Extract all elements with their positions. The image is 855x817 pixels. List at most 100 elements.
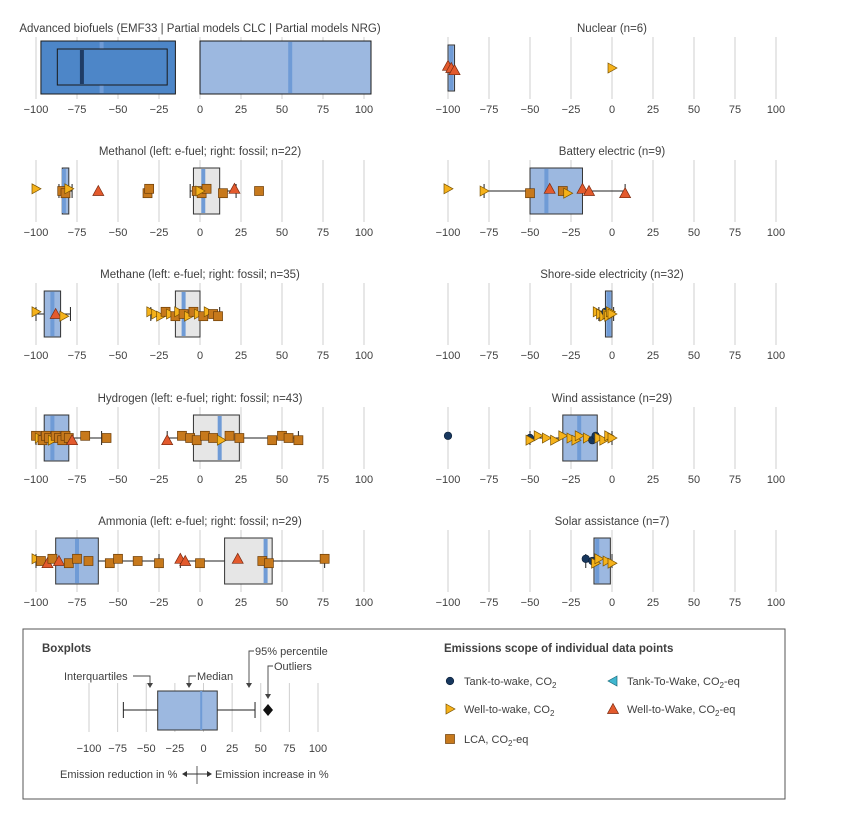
panel-wind-assistance: Wind assistance (n=29) −100 −75 −50 −25 0 25 50… [436, 393, 786, 486]
tick-label: 100 [355, 227, 373, 239]
lca-point [104, 558, 115, 569]
tick-label: 75 [729, 104, 741, 116]
legend-tick-label: 0 [200, 743, 206, 755]
panel-methanol: Methanol (left: e-fuel; right: fossil; n… [24, 146, 374, 239]
tick-label: 25 [647, 474, 659, 486]
tick-label: −100 [24, 597, 49, 609]
well-to-wake-point [607, 62, 618, 74]
tick-label: 0 [197, 227, 203, 239]
tick-label: 0 [609, 227, 615, 239]
well-to-wake-point [59, 310, 70, 322]
lca-point [224, 430, 235, 441]
tick-label: −75 [68, 350, 87, 362]
tick-label: −100 [436, 104, 461, 116]
panel-solar-assistance: Solar assistance (n=7) −100 −75 −50 −25 0 25 50… [436, 516, 786, 609]
well-to-wake-point [550, 434, 561, 446]
lca-point [144, 183, 155, 194]
legend-outlier-diamond [263, 704, 273, 716]
tick-label: −50 [109, 350, 128, 362]
tick-label: −50 [109, 227, 128, 239]
lca-point [63, 558, 74, 569]
lca-point [191, 435, 202, 446]
tick-label: 0 [197, 104, 203, 116]
tick-label: 75 [317, 474, 329, 486]
tick-label: −50 [521, 350, 540, 362]
legend-box: Boxplots −100 −75 −50 −25 0 25 50 75 100 Interquar… [22, 628, 786, 800]
box [199, 40, 372, 95]
tick-label: −25 [562, 597, 581, 609]
legend-label-lca: LCA, CO2-eq [464, 734, 528, 748]
tick-label: 25 [235, 227, 247, 239]
arrow-icon [147, 683, 153, 688]
panel-title: Nuclear (n=6) [577, 23, 647, 35]
panel-methane: Methane (left: e-fuel; right: fossil; n=… [24, 269, 374, 362]
arrow-right-icon [207, 771, 212, 777]
well-to-wake-point [583, 432, 594, 444]
label-median: Median [197, 671, 233, 683]
well-to-wake-point [599, 434, 610, 446]
well-to-wake-point [542, 432, 553, 444]
well-to-wake-point [151, 308, 162, 320]
well-to-wake-point [64, 183, 75, 195]
tank-to-wake-point [445, 676, 455, 686]
label-outliers: Outliers [274, 661, 312, 673]
lca-point [200, 430, 210, 441]
tick-label: 0 [609, 104, 615, 116]
well-to-wake-eq-point [179, 554, 192, 566]
well-to-wake-eq-point [49, 307, 62, 319]
tick-label: −25 [562, 350, 581, 362]
well-to-wake-point [594, 432, 605, 444]
arrow-icon [186, 683, 192, 688]
well-to-wake-point [195, 185, 206, 197]
tick-label: 75 [729, 597, 741, 609]
tick-label: −50 [521, 104, 540, 116]
tick-label: 100 [767, 227, 785, 239]
tick-label: 100 [767, 104, 785, 116]
tick-label: 25 [647, 597, 659, 609]
tick-label: −75 [480, 350, 499, 362]
well-to-wake-point [607, 308, 618, 320]
tick-label: 25 [647, 227, 659, 239]
well-to-wake-eq-point [619, 186, 632, 199]
tick-label: 0 [197, 597, 203, 609]
tick-label: −25 [562, 227, 581, 239]
panel-title: Wind assistance (n=29) [552, 393, 673, 405]
tick-label: −75 [480, 597, 499, 609]
well-to-wake-eq-point [228, 182, 241, 194]
label-emission-increase: Emission increase in % [215, 769, 329, 781]
tick-label: 25 [647, 104, 659, 116]
lca-point [132, 556, 143, 566]
tick-label: −100 [436, 597, 461, 609]
box [56, 48, 168, 86]
lca-point [113, 553, 123, 564]
tick-label: 50 [276, 474, 288, 486]
legend-tick-label: −75 [108, 743, 127, 755]
well-to-wake-point [558, 430, 569, 442]
lca-point [264, 558, 274, 569]
well-to-wake-eq-point [65, 433, 79, 446]
lca-point [72, 553, 82, 564]
tick-label: 100 [767, 474, 785, 486]
lca-point [445, 734, 455, 744]
lca-point [267, 435, 278, 446]
legend-label-ttw: Tank-to-wake, CO2 [464, 676, 557, 690]
tick-label: −25 [150, 597, 169, 609]
tick-label: −25 [150, 227, 169, 239]
tick-label: 100 [355, 104, 373, 116]
tank-to-wake-point [443, 431, 453, 440]
tick-label: 75 [317, 350, 329, 362]
tick-label: −25 [150, 350, 169, 362]
tick-label: −75 [480, 104, 499, 116]
lca-point [198, 311, 209, 322]
lca-point [213, 311, 223, 322]
lca-point [319, 553, 330, 564]
tick-label: −75 [68, 597, 87, 609]
percentile-leader [248, 650, 254, 686]
panel-ammonia: Ammonia (left: e-fuel; right: fossil; n=… [24, 516, 374, 609]
tick-label: 25 [235, 474, 247, 486]
legend-tick-label: 50 [255, 743, 267, 755]
lca-point [283, 433, 294, 443]
tick-label: 100 [355, 350, 373, 362]
tick-label: 100 [767, 350, 785, 362]
